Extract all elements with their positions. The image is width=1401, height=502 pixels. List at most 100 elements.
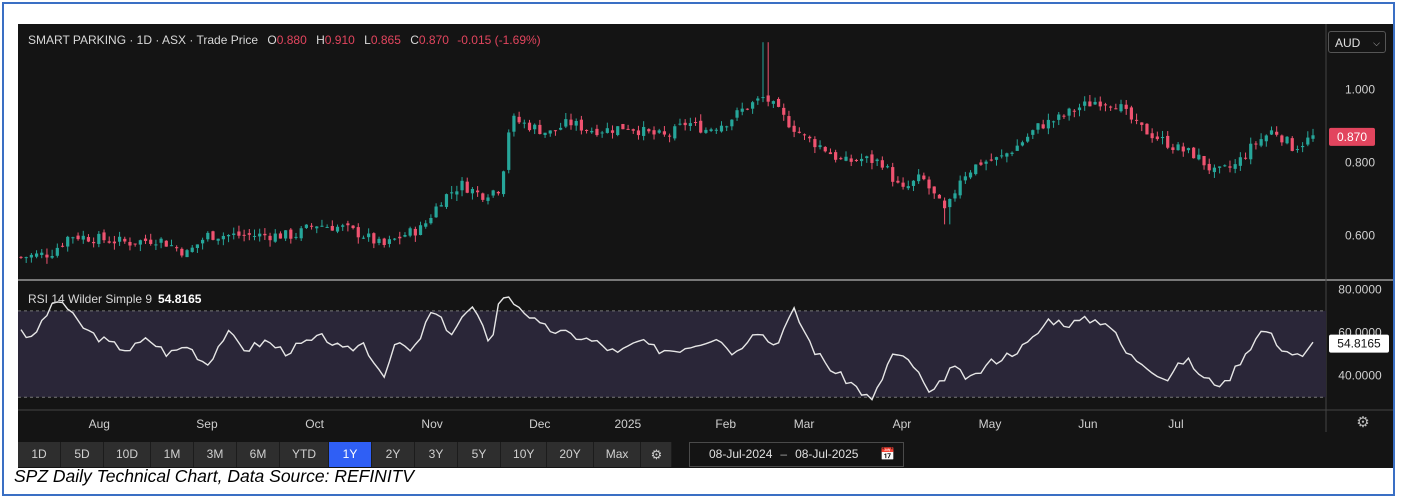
candle-body <box>237 231 241 236</box>
candle-body <box>1134 119 1139 121</box>
figure-caption: SPZ Daily Technical Chart, Data Source: … <box>14 466 415 486</box>
candle-body <box>792 125 796 132</box>
range-button-5y[interactable]: 5Y <box>458 442 502 467</box>
candle-body <box>621 124 625 130</box>
candle-body <box>1005 153 1009 157</box>
candle-body <box>875 159 879 162</box>
candle-body <box>1015 145 1019 151</box>
candle-body <box>408 228 412 236</box>
range-button-20y[interactable]: 20Y <box>547 442 594 467</box>
gear-icon[interactable]: ⚙ <box>1356 414 1370 431</box>
range-button-1d[interactable]: 1D <box>18 442 61 467</box>
candle-body <box>455 191 459 195</box>
candle-body <box>507 132 511 170</box>
range-button-1m[interactable]: 1M <box>151 442 195 467</box>
candle-body <box>942 200 947 209</box>
candle-body <box>1249 143 1253 160</box>
candle-body <box>994 157 999 160</box>
candle-body <box>1290 138 1294 151</box>
candle-body <box>1098 101 1102 107</box>
candle-body <box>1036 123 1040 130</box>
candle-body <box>195 244 200 249</box>
candle-body <box>450 192 454 194</box>
candle-body <box>885 166 890 168</box>
candle-body <box>657 130 661 133</box>
candle-body <box>81 235 85 240</box>
range-button-6m[interactable]: 6M <box>237 442 281 467</box>
date-from: 08-Jul-2024 <box>709 447 773 461</box>
candle-body <box>40 252 44 255</box>
candle-body <box>268 235 272 241</box>
candle-body <box>1311 135 1315 139</box>
candle-body <box>642 126 646 136</box>
candle-body <box>896 180 900 183</box>
candle-body <box>361 237 366 239</box>
rsi-last-badge <box>1329 334 1389 353</box>
range-button-1y[interactable]: 1Y <box>329 442 373 467</box>
candle-body <box>704 129 708 133</box>
candle-body <box>138 240 142 245</box>
toolbar-gear-icon[interactable]: ⚙ <box>641 442 673 467</box>
candle-body <box>1295 149 1300 151</box>
candle-body <box>1057 114 1061 120</box>
candle-body <box>382 238 386 246</box>
range-toolbar: 1D 5D 10D 1M 3M 6M YTD 1Y 2Y 3Y 5Y 10Y 20Y Max ⚙ <box>18 442 673 467</box>
candle-body <box>159 238 163 243</box>
range-button-ytd[interactable]: YTD <box>280 442 330 467</box>
range-button-10d[interactable]: 10D <box>104 442 152 467</box>
range-button-3m[interactable]: 3M <box>194 442 238 467</box>
date-range-picker[interactable]: 08-Jul-2024–08-Jul-2025 📅 <box>689 442 904 467</box>
candle-body <box>289 229 293 239</box>
candle-body <box>102 232 106 241</box>
candle-body <box>730 119 734 127</box>
x-tick-label: Aug <box>89 417 110 431</box>
candle-body <box>372 233 376 244</box>
range-button-2y[interactable]: 2Y <box>372 442 416 467</box>
range-button-5d[interactable]: 5D <box>61 442 104 467</box>
candle-body <box>766 95 770 102</box>
range-button-10y[interactable]: 10Y <box>501 442 548 467</box>
candle-body <box>693 122 698 124</box>
candle-body <box>112 241 116 244</box>
candle-body <box>776 98 781 107</box>
calendar-icon: 📅 <box>880 447 895 461</box>
currency-select[interactable]: AUD ⌵ <box>1328 31 1386 53</box>
candle-body <box>325 226 329 228</box>
candle-body <box>315 226 319 229</box>
candle-body <box>273 233 277 242</box>
candle-body <box>699 120 703 133</box>
candle-body <box>1280 135 1284 143</box>
candle-body <box>823 146 827 152</box>
candle-body <box>133 243 137 245</box>
candle-body <box>616 126 620 136</box>
candle-body <box>1041 124 1045 129</box>
candle-body <box>522 122 526 124</box>
candle-body <box>377 238 381 243</box>
candle-body <box>600 132 604 134</box>
candle-body <box>1171 147 1175 151</box>
candle-body <box>1166 135 1170 148</box>
candle-body <box>1238 157 1242 166</box>
candle-body <box>979 162 983 165</box>
candle-body <box>802 134 807 136</box>
candle-body <box>1192 147 1196 159</box>
candle-body <box>97 233 101 244</box>
candle-body <box>1109 106 1113 108</box>
x-tick-label: Sep <box>196 417 218 431</box>
close-value: 0.870 <box>418 33 449 47</box>
candle-body <box>71 237 75 239</box>
candle-body <box>1223 165 1227 167</box>
candle-body <box>953 193 957 199</box>
candle-body <box>574 120 578 126</box>
candle-body <box>356 227 360 238</box>
range-button-3y[interactable]: 3Y <box>415 442 459 467</box>
candle-body <box>725 126 729 128</box>
candle-body <box>854 159 858 161</box>
candle-body <box>751 102 755 109</box>
candle-body <box>974 164 978 175</box>
candle-body <box>636 130 641 136</box>
candle-body <box>1160 136 1165 139</box>
candle-body <box>190 247 194 252</box>
low-value: 0.865 <box>370 33 401 47</box>
range-button-max[interactable]: Max <box>593 442 642 467</box>
